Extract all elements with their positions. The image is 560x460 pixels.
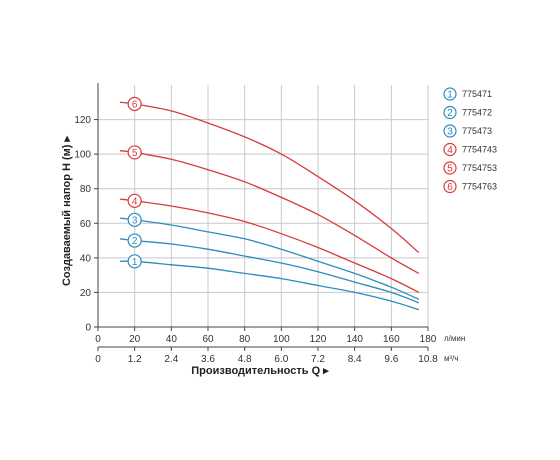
x-tick-label-m3h: 9.6 bbox=[384, 354, 398, 365]
legend-badge-label-1: 1 bbox=[447, 90, 453, 101]
x-tick-label: 180 bbox=[420, 334, 437, 345]
x-tick-label: 140 bbox=[346, 334, 363, 345]
series-line-6 bbox=[119, 101, 420, 254]
y-tick-label: 20 bbox=[80, 288, 92, 299]
series-line-3 bbox=[119, 217, 420, 300]
legend-badge-3 bbox=[443, 124, 457, 138]
x-tick-label: 100 bbox=[273, 334, 290, 345]
x-axis-title: Производительность Q ▸ bbox=[191, 365, 329, 377]
x-tick-label-m3h: 2.4 bbox=[164, 354, 178, 365]
legend-label-1: 775471 bbox=[462, 89, 492, 99]
legend-label-2: 775472 bbox=[462, 108, 492, 118]
x-unit-bottom: м³/ч bbox=[444, 354, 459, 363]
x-unit-top: л/мин bbox=[444, 334, 465, 343]
series-line-4 bbox=[119, 198, 420, 293]
curve-badge-label-6: 6 bbox=[132, 100, 138, 111]
curve-badge-label-4: 4 bbox=[132, 196, 138, 207]
legend-badge-2 bbox=[443, 105, 457, 120]
x-tick-label-m3h: 7.2 bbox=[311, 354, 325, 365]
series-line-1 bbox=[119, 260, 419, 311]
legend-badge-label-4: 4 bbox=[447, 145, 453, 156]
curve-badge-5 bbox=[127, 145, 142, 160]
y-axis-title: Создаваемый напор H (м) ▸ bbox=[61, 135, 73, 286]
y-tick-label: 0 bbox=[85, 323, 91, 334]
legend-label-3: 775473 bbox=[462, 126, 492, 136]
legend-badge-6 bbox=[443, 179, 457, 194]
x-tick-label: 0 bbox=[95, 334, 101, 345]
legend-badge-5 bbox=[443, 161, 457, 175]
x-tick-label-m3h: 3.6 bbox=[201, 354, 215, 365]
y-tick-label: 60 bbox=[80, 219, 92, 230]
legend: 1 775471 2 775472 3 775473 4 7754743 5 7754753 6 77… bbox=[443, 87, 497, 194]
legend-label-4: 7754743 bbox=[462, 145, 497, 155]
y-tick-label: 40 bbox=[80, 253, 92, 264]
x-tick-label-m3h: 4.8 bbox=[238, 354, 252, 365]
y-tick-label: 100 bbox=[74, 150, 91, 161]
x-tick-label-m3h: 6.0 bbox=[274, 354, 288, 365]
legend-badge-4 bbox=[443, 142, 457, 157]
x-tick-label-m3h: 8.4 bbox=[348, 354, 362, 365]
curve-badges: 1 2 3 4 5 6 bbox=[127, 96, 142, 269]
legend-badge-label-3: 3 bbox=[447, 127, 453, 138]
x-tick-label: 20 bbox=[129, 334, 141, 345]
legend-label-5: 7754753 bbox=[462, 163, 497, 173]
x-tick-label-m3h: 0 bbox=[95, 354, 101, 365]
legend-badge-label-6: 6 bbox=[447, 182, 453, 193]
curve-badge-label-2: 2 bbox=[132, 236, 138, 247]
curve-badge-6 bbox=[127, 96, 142, 112]
grid bbox=[98, 85, 429, 327]
curve-badge-3 bbox=[127, 212, 142, 227]
curve-badge-label-3: 3 bbox=[132, 215, 138, 226]
curve-badge-4 bbox=[127, 193, 142, 208]
x-tick-label: 80 bbox=[239, 334, 251, 345]
x-tick-label: 160 bbox=[383, 334, 400, 345]
axes: 02040608010012000201.2402.4603.6804.8100… bbox=[74, 83, 438, 365]
legend-badge-label-2: 2 bbox=[447, 108, 453, 119]
x-tick-label: 120 bbox=[310, 334, 327, 345]
series-line-2 bbox=[119, 238, 420, 304]
legend-badge-label-5: 5 bbox=[447, 164, 453, 175]
x-tick-label: 40 bbox=[166, 334, 178, 345]
x-tick-label-m3h: 10.8 bbox=[418, 354, 438, 365]
x-tick-label-m3h: 1.2 bbox=[128, 354, 142, 365]
y-tick-label: 120 bbox=[74, 115, 91, 126]
series-line-5 bbox=[119, 150, 420, 274]
curve-badge-label-1: 1 bbox=[132, 257, 138, 268]
curve-badge-1 bbox=[127, 254, 142, 269]
legend-label-6: 7754763 bbox=[462, 182, 497, 192]
series-lines bbox=[119, 101, 420, 311]
legend-badge-1 bbox=[443, 87, 457, 101]
y-tick-label: 80 bbox=[80, 184, 92, 195]
x-tick-label: 60 bbox=[202, 334, 214, 345]
curve-badge-label-5: 5 bbox=[132, 148, 138, 159]
curve-badge-2 bbox=[127, 233, 142, 248]
